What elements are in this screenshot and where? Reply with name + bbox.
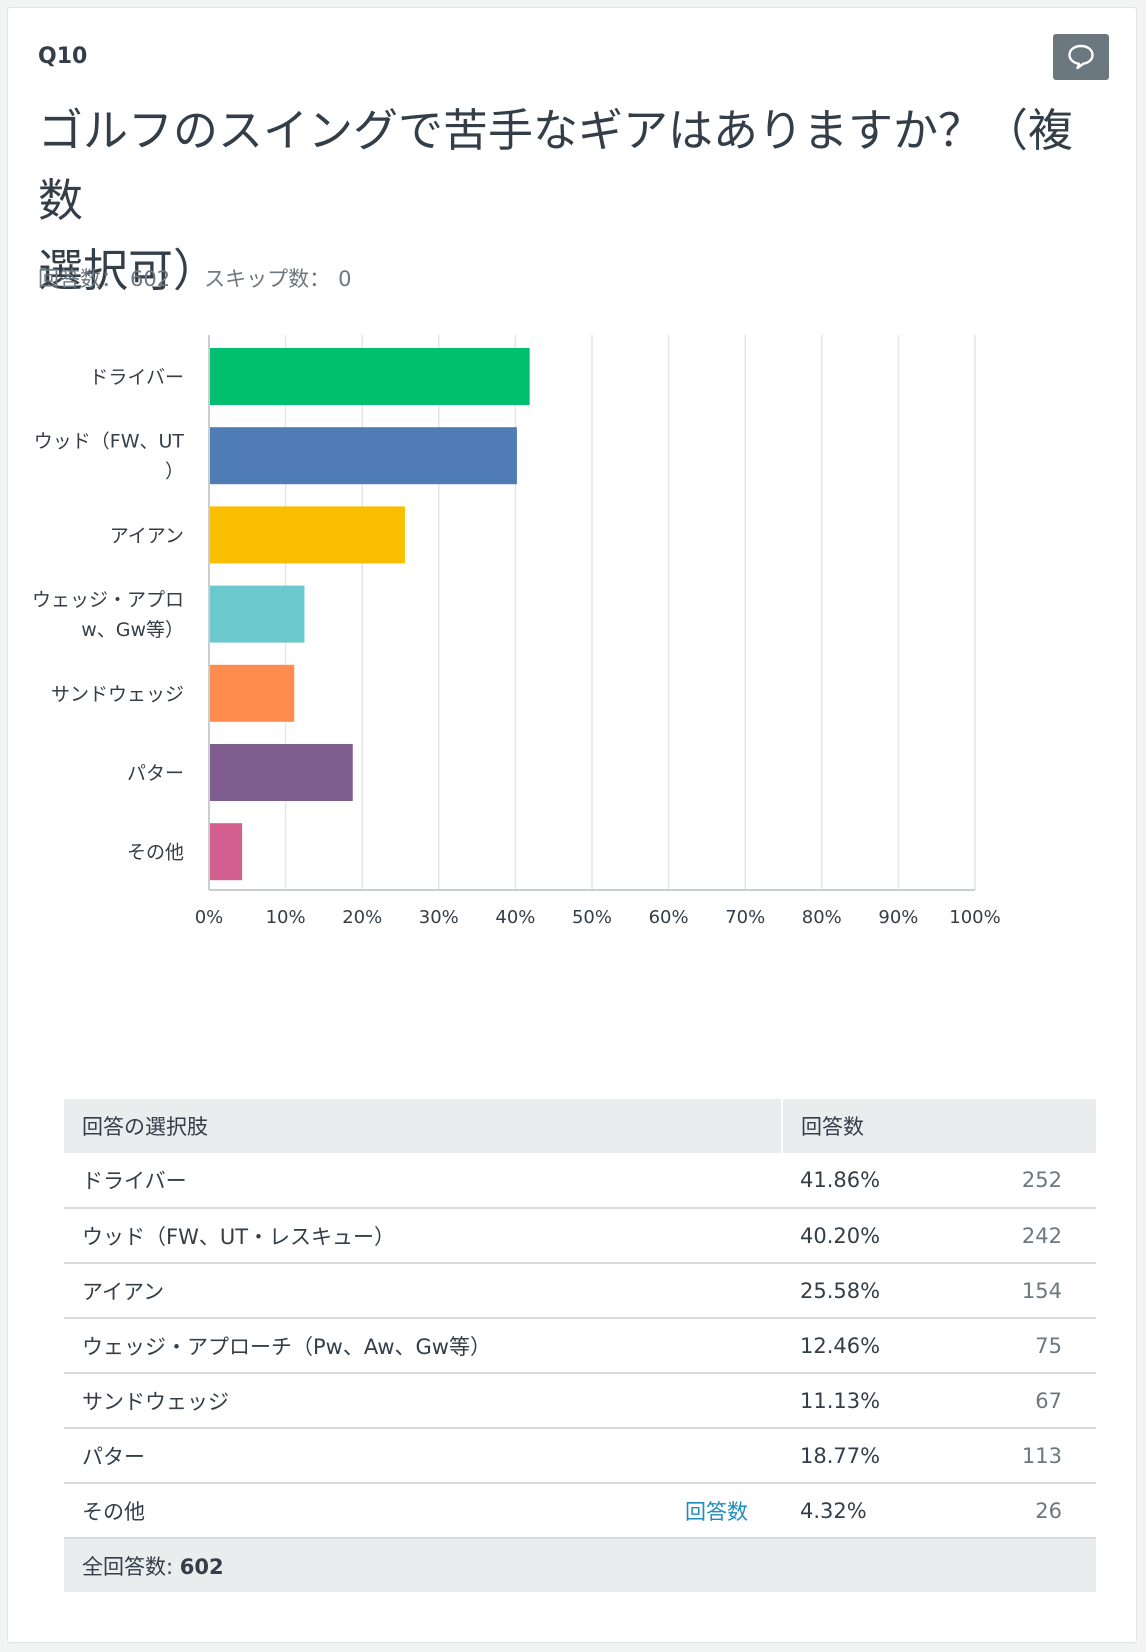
table-body: ドライバー 41.86% 252 ウッド（FW、UT・レスキュー） 40.20% 242 ア… xyxy=(64,1153,1096,1539)
row-responses-link xyxy=(632,1373,782,1429)
total-value: 602 xyxy=(179,1554,224,1579)
total-row: 全回答数: 602 xyxy=(64,1538,1096,1592)
response-table: 回答の選択肢 回答数 ドライバー 41.86% 252 ウッド（FW、UT・レスキュー… xyxy=(64,1099,1096,1592)
row-responses-link xyxy=(632,1318,782,1374)
header-responses: 回答数 xyxy=(781,1099,1096,1153)
question-number: Q10 xyxy=(38,44,88,69)
category-label: ウェッジ・アプロ xyxy=(32,589,184,611)
row-percent: 4.32% xyxy=(782,1483,962,1539)
row-count: 67 xyxy=(962,1373,1096,1429)
x-tick-label: 0% xyxy=(195,907,224,928)
table-row: ウェッジ・アプローチ（Pw、Aw、Gw等） 12.46% 75 xyxy=(64,1318,1096,1374)
question-title-line: ゴルフのスイングで苦手なギアはありますか？（複数 xyxy=(38,104,1074,227)
speech-bubble-icon xyxy=(1068,44,1094,70)
answered-stat: 回答数： 602 xyxy=(38,263,170,293)
row-percent: 41.86% xyxy=(782,1153,962,1209)
question-title: ゴルフのスイングで苦手なギアはありますか？（複数 選択可） xyxy=(38,96,1113,306)
category-label: ） xyxy=(165,461,184,483)
total-cell: 全回答数: 602 xyxy=(64,1538,1096,1592)
response-stats: 回答数： 602 スキップ数： 0 xyxy=(38,263,385,293)
row-responses-link[interactable]: 回答数 xyxy=(632,1483,782,1539)
x-tick-label: 40% xyxy=(495,907,535,928)
row-count: 242 xyxy=(962,1208,1096,1264)
table-header-row: 回答の選択肢 回答数 xyxy=(64,1099,1096,1153)
bar-chart: 0% 10% 20% 30% 40% 50% 60% 70% 80% 90% 100% ドライバーウッ… xyxy=(32,335,1001,928)
table-row: サンドウェッジ 11.13% 67 xyxy=(64,1373,1096,1429)
row-responses-link xyxy=(632,1153,782,1209)
category-label: ウッド（FW、UT xyxy=(34,431,185,453)
total-label: 全回答数: xyxy=(82,1554,174,1579)
category-label: アイアン xyxy=(110,525,184,547)
x-tick-label: 50% xyxy=(572,907,612,928)
header-choice: 回答の選択肢 xyxy=(64,1099,782,1153)
row-label: パター xyxy=(64,1428,632,1484)
bar xyxy=(210,506,405,564)
category-label: その他 xyxy=(127,842,184,864)
row-count: 252 xyxy=(962,1153,1096,1209)
row-percent: 25.58% xyxy=(782,1263,962,1319)
row-label: サンドウェッジ xyxy=(64,1373,632,1429)
row-label: その他 xyxy=(64,1483,632,1539)
category-label: w、Gw等） xyxy=(81,619,184,641)
row-percent: 18.77% xyxy=(782,1428,962,1484)
answered-count: 602 xyxy=(130,267,171,291)
table-row: その他 回答数 4.32% 26 xyxy=(64,1483,1096,1539)
x-tick-label: 20% xyxy=(342,907,382,928)
x-tick-label: 60% xyxy=(649,907,689,928)
row-responses-link xyxy=(632,1263,782,1319)
row-percent: 11.13% xyxy=(782,1373,962,1429)
row-percent: 40.20% xyxy=(782,1208,962,1264)
skipped-count: 0 xyxy=(338,267,352,291)
row-count: 26 xyxy=(962,1483,1096,1539)
skipped-label: スキップ数： xyxy=(204,267,331,291)
x-tick-label: 10% xyxy=(266,907,306,928)
answered-label: 回答数： xyxy=(38,267,122,291)
skipped-stat: スキップ数： 0 xyxy=(204,263,351,293)
x-tick-label: 30% xyxy=(419,907,459,928)
row-count: 113 xyxy=(962,1428,1096,1484)
bar xyxy=(210,823,243,881)
bar xyxy=(210,744,353,801)
x-tick-label: 90% xyxy=(878,907,918,928)
row-label: ドライバー xyxy=(64,1153,632,1209)
x-tick-label: 70% xyxy=(725,907,765,928)
bar xyxy=(210,348,530,405)
row-label: ウッド（FW、UT・レスキュー） xyxy=(64,1208,632,1264)
x-tick-label: 100% xyxy=(949,907,1000,928)
x-tick-label: 80% xyxy=(802,907,842,928)
row-responses-link xyxy=(632,1428,782,1484)
bar xyxy=(210,664,295,722)
table-row: パター 18.77% 113 xyxy=(64,1428,1096,1484)
table-row: アイアン 25.58% 154 xyxy=(64,1263,1096,1319)
question-title-line: 選択可） xyxy=(38,244,219,297)
row-count: 75 xyxy=(962,1318,1096,1374)
comment-button[interactable] xyxy=(1053,34,1109,80)
bar xyxy=(210,427,517,485)
table-row: ウッド（FW、UT・レスキュー） 40.20% 242 xyxy=(64,1208,1096,1264)
category-label: ドライバー xyxy=(89,367,184,389)
row-count: 154 xyxy=(962,1263,1096,1319)
row-percent: 12.46% xyxy=(782,1318,962,1374)
question-card: Q10 ゴルフのスイングで苦手なギアはありますか？（複数 選択可） 回答数： 60… xyxy=(7,7,1137,1643)
row-label: アイアン xyxy=(64,1263,632,1319)
row-label: ウェッジ・アプローチ（Pw、Aw、Gw等） xyxy=(64,1318,632,1374)
bar xyxy=(210,585,305,643)
table-row: ドライバー 41.86% 252 xyxy=(64,1153,1096,1209)
category-label: パター xyxy=(127,763,184,785)
row-responses-link xyxy=(632,1208,782,1264)
category-label: サンドウェッジ xyxy=(51,683,184,705)
